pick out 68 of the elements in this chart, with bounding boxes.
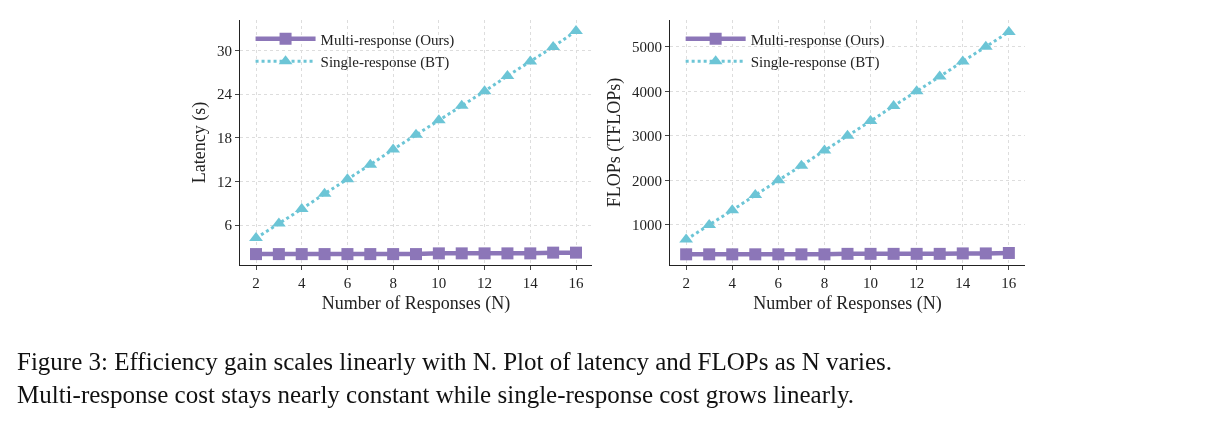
x-tick-label: 2: [252, 275, 260, 292]
point: [979, 247, 992, 260]
y-tick-label: 4000: [631, 83, 662, 100]
point: [410, 248, 422, 261]
x-tick-label: 16: [568, 275, 584, 292]
x-axis-title: Number of Responses (N): [321, 293, 511, 315]
x-tick-label: 12: [909, 275, 925, 292]
point: [726, 248, 739, 261]
x-tick-label: 6: [774, 275, 783, 292]
x-tick-label: 10: [431, 275, 447, 292]
legend-label: Multi-response (Ours): [750, 31, 885, 49]
x-axis-title: Number of Responses (N): [753, 293, 942, 315]
point: [569, 24, 583, 34]
y-tick-label: 5000: [631, 38, 662, 55]
x-tick-label: 6: [343, 275, 352, 292]
point: [956, 247, 969, 260]
point: [455, 247, 468, 260]
legend-label: Multi-response (Ours): [320, 31, 455, 49]
point: [364, 248, 377, 261]
point: [318, 248, 331, 261]
x-tick-label: 2: [682, 275, 690, 292]
point: [501, 247, 514, 260]
point: [818, 248, 831, 261]
point: [887, 247, 900, 260]
point: [795, 248, 808, 261]
point: [478, 247, 491, 260]
point: [249, 232, 263, 242]
legend-label: Single-response (BT): [320, 54, 450, 72]
x-tick-label: 12: [477, 275, 493, 292]
point: [910, 247, 923, 260]
y-tick-label: 12: [216, 173, 232, 190]
point: [547, 246, 560, 259]
point: [250, 248, 262, 261]
point: [387, 248, 400, 261]
legend-label: Single-response (BT): [750, 54, 880, 72]
y-tick-label: 24: [216, 86, 233, 103]
point: [341, 248, 354, 261]
point: [1002, 246, 1015, 259]
point: [680, 248, 693, 261]
y-tick-label: 30: [216, 42, 232, 59]
point: [864, 247, 877, 260]
x-tick-label: 4: [728, 275, 737, 292]
y-tick-label: 18: [216, 130, 232, 147]
x-tick-label: 8: [389, 275, 397, 292]
point: [295, 248, 308, 261]
point: [772, 248, 785, 261]
y-tick-label: 2000: [631, 172, 662, 189]
x-tick-label: 10: [863, 275, 879, 292]
y-axis-title: FLOPs (TFLOPs): [604, 77, 626, 208]
x-tick-label: 8: [820, 275, 829, 292]
y-tick-label: 3000: [631, 128, 662, 145]
point: [841, 247, 854, 260]
point: [933, 247, 946, 260]
y-axis-title: Latency (s): [189, 101, 211, 184]
point: [524, 247, 537, 260]
x-tick-label: 4: [297, 275, 306, 292]
y-tick-label: 6: [224, 217, 233, 234]
caption: Figure 3: Efficiency gain scales linearly with N. Plot of latency and FLOPs as N varies. Multi-response cost stays nearly constant while single-response cost grows linearly.: [17, 348, 893, 408]
point: [703, 248, 716, 261]
x-tick-label: 14: [522, 275, 539, 292]
point: [749, 248, 762, 261]
x-tick-label: 16: [1001, 275, 1017, 292]
point: [272, 248, 285, 261]
point: [409, 128, 423, 138]
x-tick-label: 14: [955, 275, 971, 292]
y-tick-label: 1000: [631, 217, 662, 234]
point: [570, 246, 582, 259]
point: [432, 247, 445, 260]
